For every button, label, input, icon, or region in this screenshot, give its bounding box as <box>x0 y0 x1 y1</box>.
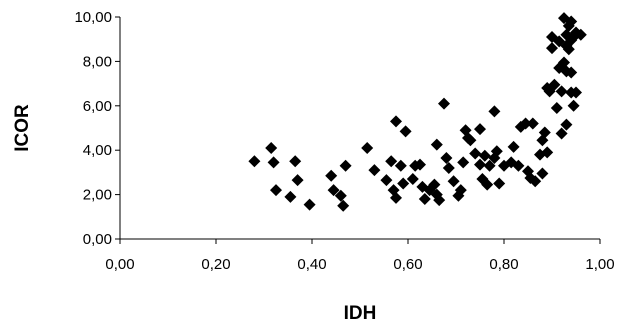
data-point <box>481 178 494 191</box>
data-point <box>562 43 575 56</box>
x-tick-label: 0,80 <box>489 256 518 273</box>
y-tick-label: 2,00 <box>83 187 112 204</box>
data-point <box>418 193 431 206</box>
y-tick-label: 0,00 <box>83 231 112 248</box>
data-point <box>327 184 340 197</box>
data-point <box>438 97 450 110</box>
x-tick-label: 0,00 <box>105 256 134 273</box>
data-point <box>334 189 347 202</box>
data-point <box>291 174 304 187</box>
data-point <box>558 56 570 69</box>
x-axis-ticks: 0,00 0,20 0,40 0,60 0,80 1,00 <box>105 239 615 273</box>
data-point <box>507 140 520 153</box>
data-point <box>406 173 419 186</box>
y-axis: 0,00 2,00 4,00 6,00 8,00 10,00 <box>74 9 121 248</box>
data-point <box>390 115 402 128</box>
data-point <box>447 175 460 188</box>
data-point <box>380 174 393 187</box>
x-tick-label: 0,20 <box>201 256 230 273</box>
data-point <box>337 199 350 212</box>
x-tick-label: 0,40 <box>297 256 326 273</box>
data-point <box>390 191 402 204</box>
data-point <box>289 155 302 168</box>
data-point <box>529 175 542 188</box>
data-point <box>267 156 280 169</box>
data-point <box>565 66 578 79</box>
data-point <box>555 127 568 140</box>
y-axis-ticks: 0,00 2,00 4,00 6,00 8,00 10,00 <box>74 9 120 248</box>
y-tick-label: 4,00 <box>83 142 112 159</box>
data-point <box>284 190 297 203</box>
data-point <box>270 184 282 197</box>
data-points <box>248 12 587 212</box>
x-tick-label: 0,60 <box>393 256 422 273</box>
x-tick-label: 1,00 <box>585 256 614 273</box>
data-point <box>493 177 506 190</box>
data-point <box>526 117 539 130</box>
data-point <box>548 78 561 91</box>
data-point <box>550 102 563 115</box>
data-point <box>483 159 496 172</box>
data-point <box>339 159 352 172</box>
data-point <box>430 138 443 151</box>
data-point <box>325 169 338 182</box>
x-axis: 0,00 0,20 0,40 0,60 0,80 1,00 <box>105 238 615 273</box>
data-point <box>397 177 410 190</box>
data-point <box>478 149 491 162</box>
y-tick-label: 10,00 <box>74 9 112 26</box>
data-point <box>303 198 316 211</box>
data-point <box>546 42 558 55</box>
data-point <box>248 155 261 168</box>
data-point <box>560 118 573 131</box>
data-point <box>574 28 587 41</box>
data-point <box>394 159 407 172</box>
data-point <box>457 156 470 169</box>
x-axis-title: IDH <box>344 303 377 324</box>
data-point <box>490 145 503 158</box>
data-point <box>565 15 578 28</box>
data-point <box>265 141 278 154</box>
data-point <box>368 164 381 177</box>
data-point <box>512 159 525 172</box>
data-point <box>536 167 549 180</box>
data-point <box>464 134 477 147</box>
data-point <box>567 99 580 112</box>
data-point <box>570 86 582 99</box>
data-point <box>474 123 486 136</box>
data-point <box>519 117 532 130</box>
data-point <box>541 146 554 159</box>
data-point <box>361 141 374 154</box>
data-point <box>469 147 482 160</box>
data-point <box>440 151 453 164</box>
data-point <box>433 194 446 207</box>
data-point <box>442 161 455 174</box>
data-point <box>414 158 426 171</box>
data-point <box>385 155 398 168</box>
data-point <box>474 158 486 171</box>
y-tick-label: 8,00 <box>83 53 112 70</box>
data-point <box>488 105 501 118</box>
data-point <box>538 126 551 139</box>
data-point <box>399 125 412 138</box>
data-point <box>555 85 568 98</box>
data-point <box>454 184 467 197</box>
data-point <box>428 178 441 191</box>
y-tick-label: 6,00 <box>83 98 112 115</box>
y-axis-title: ICOR <box>12 104 33 152</box>
